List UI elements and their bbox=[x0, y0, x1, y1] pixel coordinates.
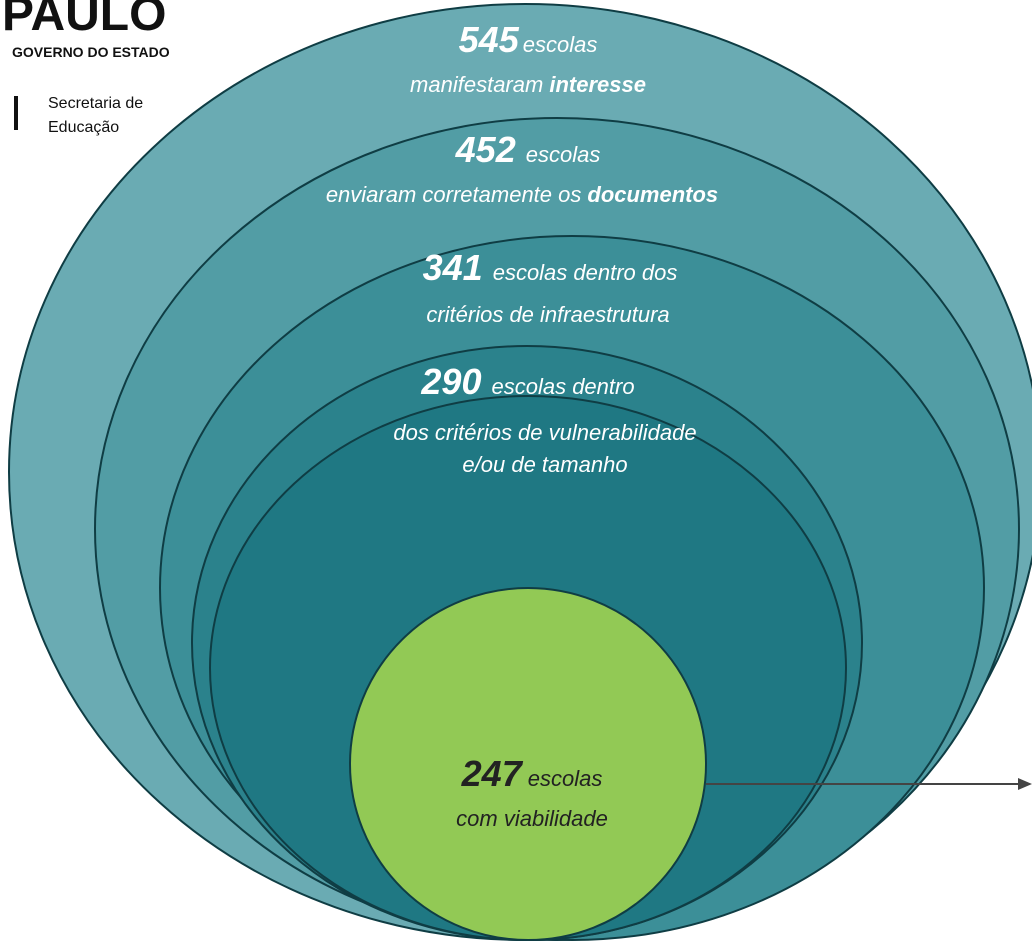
level-detail: enviaram corretamente os documentos bbox=[326, 182, 718, 207]
level-heading: 290 escolas dentro bbox=[420, 361, 634, 402]
level-heading: 545 escolas bbox=[459, 19, 598, 60]
logo-subtitle: GOVERNO DO ESTADO bbox=[12, 44, 170, 60]
text-part: manifestaram bbox=[410, 72, 543, 97]
department: Educação bbox=[48, 119, 119, 136]
text-part: 247 bbox=[461, 753, 524, 794]
text-part: 341 bbox=[423, 247, 483, 288]
text-part: escolas bbox=[523, 32, 598, 57]
text-part: interesse bbox=[549, 72, 646, 97]
text-part: escolas bbox=[528, 766, 603, 791]
text-part: escolas bbox=[526, 142, 601, 167]
arrow-head bbox=[1018, 778, 1032, 790]
level-detail: dos critérios de vulnerabilidade bbox=[393, 420, 696, 445]
level-heading: 247 escolas bbox=[461, 753, 603, 794]
level-heading: 341 escolas dentro dos bbox=[423, 247, 678, 288]
logo-name: PAULO bbox=[2, 0, 166, 41]
core-circle bbox=[349, 587, 707, 941]
level-heading: 452 escolas bbox=[455, 129, 601, 170]
text-part: 545 bbox=[459, 19, 520, 60]
text-part: 290 bbox=[420, 361, 481, 402]
logo-bar bbox=[14, 96, 18, 130]
text-part: enviaram corretamente os bbox=[326, 182, 582, 207]
text-part: 452 bbox=[455, 129, 516, 170]
text-part: documentos bbox=[587, 182, 718, 207]
level-detail: com viabilidade bbox=[456, 806, 608, 831]
department: Secretaria de bbox=[48, 95, 143, 112]
text-part: escolas dentro bbox=[491, 374, 634, 399]
level-detail: e/ou de tamanho bbox=[462, 452, 627, 477]
text-part: escolas dentro dos bbox=[493, 260, 678, 285]
level-detail: manifestaram interesse bbox=[410, 72, 646, 97]
level-detail: critérios de infraestrutura bbox=[426, 302, 669, 327]
